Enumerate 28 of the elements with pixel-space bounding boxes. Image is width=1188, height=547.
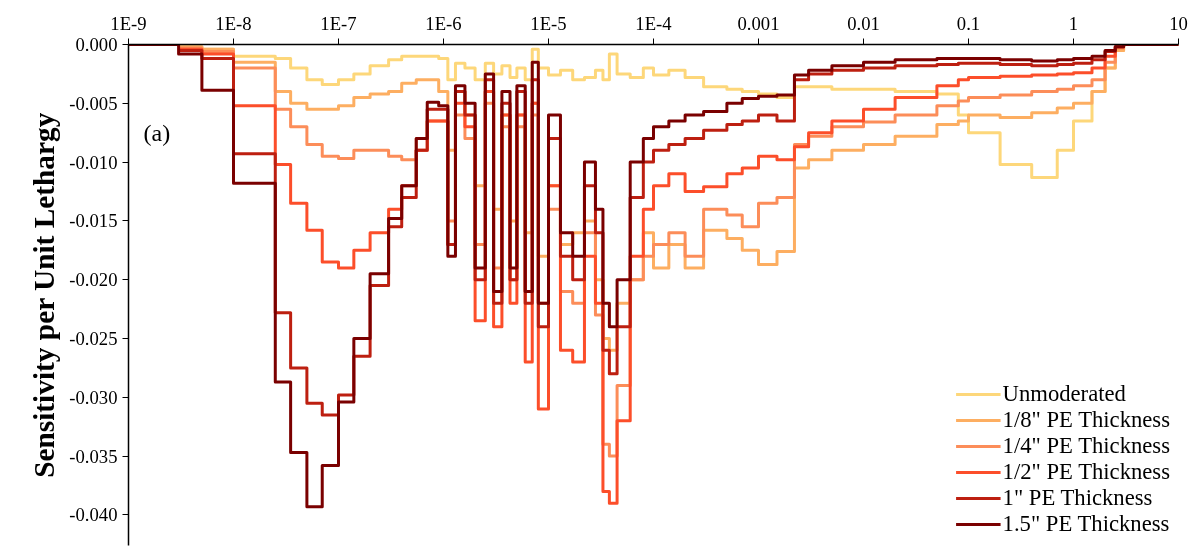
annotation: (a) [143, 119, 171, 146]
y-axis-title: Sensitivity per Unit Lethargy [28, 112, 61, 478]
legend-label: 1/4" PE Thickness [1002, 433, 1170, 459]
y-tick-label: -0.025 [69, 328, 118, 350]
x-tick-label: 1E-8 [215, 12, 252, 34]
x-tick-label: 1E-5 [530, 12, 567, 34]
y-tick-label: -0.015 [69, 210, 118, 232]
y-tick-label: -0.005 [69, 92, 118, 114]
y-tick-label: 0.000 [75, 34, 118, 55]
y-tick-label: -0.020 [69, 269, 118, 291]
y-tick-label: -0.030 [69, 386, 118, 408]
y-tick-label: -0.035 [69, 445, 118, 467]
y-tick-label: -0.040 [69, 504, 118, 526]
x-tick-label: 0.01 [847, 12, 880, 34]
x-tick-label: 1E-4 [635, 12, 673, 34]
x-tick-label: 1E-7 [320, 12, 357, 34]
legend-label: 1.5" PE Thickness [1002, 511, 1170, 537]
legend-label: 1/2" PE Thickness [1002, 459, 1170, 485]
x-tick-label: 1 [1068, 12, 1079, 34]
x-tick-label: 1E-9 [110, 12, 147, 34]
x-tick-label: 10 [1169, 12, 1188, 34]
y-tick-label: -0.010 [69, 151, 118, 173]
legend-label: 1/8" PE Thickness [1002, 407, 1170, 433]
x-tick-label: 0.1 [956, 12, 981, 34]
legend-label: 1" PE Thickness [1002, 485, 1153, 511]
x-tick-label: 0.001 [737, 12, 780, 34]
x-tick-label: 1E-6 [425, 12, 462, 34]
legend-label: Unmoderated [1002, 381, 1126, 407]
